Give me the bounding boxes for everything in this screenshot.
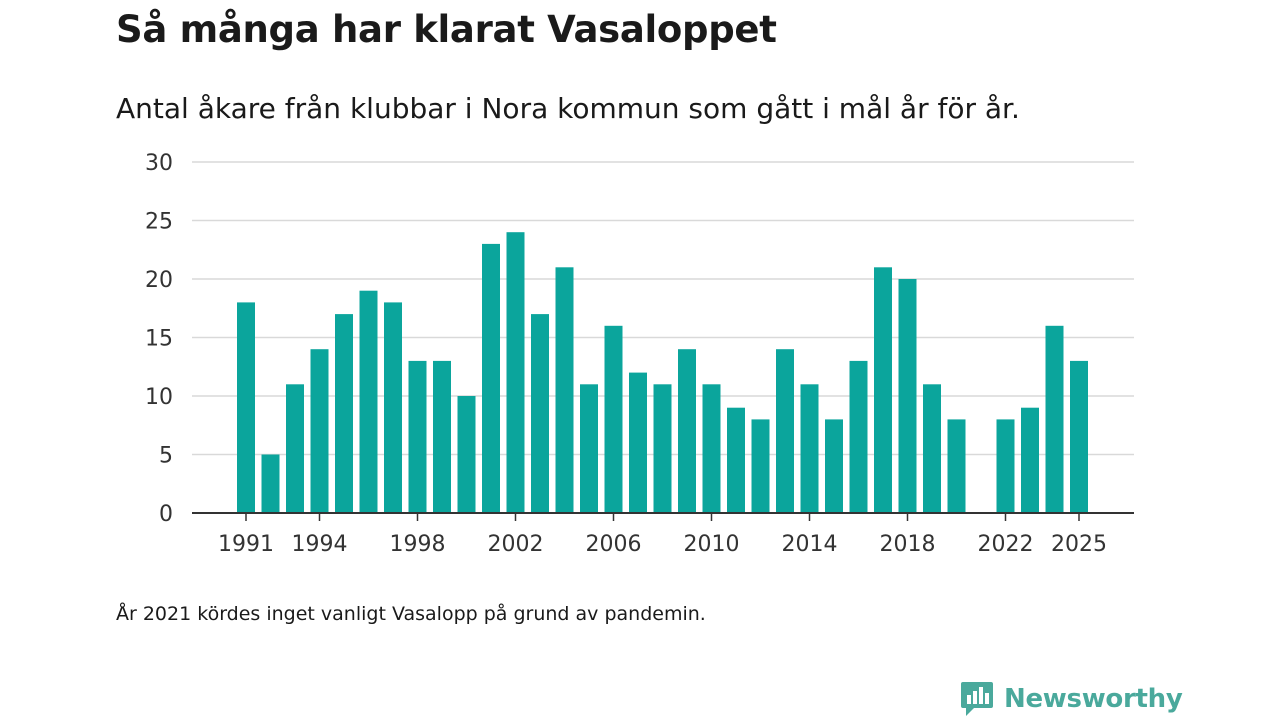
x-tick-label: 2014	[782, 532, 838, 557]
y-tick-label: 10	[145, 385, 173, 410]
bar: 2024: 16	[1045, 325, 1064, 513]
bar: 2000: 10	[457, 396, 476, 513]
x-tick-label: 1998	[390, 532, 446, 557]
bar: 1997: 18	[384, 302, 402, 513]
x-tick-label: 2018	[880, 532, 936, 557]
bar: 2002: 24	[506, 232, 525, 513]
bar: 2018: 20	[898, 279, 917, 513]
bar: 2015: 8	[825, 419, 843, 513]
bar: 2011: 9	[727, 407, 745, 513]
x-tick-label: 2025	[1051, 532, 1107, 557]
bar: 2005: 11	[580, 384, 598, 513]
y-tick-label: 15	[145, 327, 173, 352]
bar: 1993: 11	[286, 384, 304, 513]
bar: 1998: 13	[408, 360, 427, 513]
brand: Newsworthy	[960, 680, 1183, 718]
bar: 2025: 13	[1070, 360, 1088, 513]
y-tick-label: 25	[145, 210, 173, 235]
bar: 2013: 14	[776, 349, 794, 513]
newsworthy-logo-icon	[961, 682, 993, 716]
bar: 2008: 11	[653, 384, 672, 513]
bar: 1992: 5	[261, 454, 280, 513]
y-tick-label: 30	[145, 151, 173, 176]
bar: 1999: 13	[433, 360, 451, 513]
chart-subtitle: Antal åkare från klubbar i Nora kommun s…	[116, 92, 1020, 125]
chart-title: Så många har klarat Vasaloppet	[116, 8, 777, 51]
bar: 2020: 8	[947, 419, 966, 513]
bar: 1996: 19	[359, 290, 378, 513]
bar: 2022: 8	[996, 419, 1015, 513]
bars: 1991: 18 1992: 5 1993: 11 1994: 14 1995: 17 1…	[237, 232, 1088, 513]
y-axis-tick-labels: 0 5 10 15 20 25 30	[145, 151, 173, 527]
bar: 2014: 11	[800, 384, 819, 513]
bar: 2006: 16	[604, 325, 623, 513]
bar: 2023: 9	[1021, 407, 1039, 513]
bar: 2004: 21	[555, 267, 574, 513]
bar: 2016: 13	[849, 360, 868, 513]
bar: 1995: 17	[335, 314, 353, 513]
y-tick-label: 5	[159, 444, 173, 469]
bar: 2010: 11	[702, 384, 721, 513]
y-tick-label: 20	[145, 268, 173, 293]
x-tick-label: 1991	[218, 532, 274, 557]
bar: 2017: 21	[874, 267, 892, 513]
bar: 1994: 14	[310, 349, 329, 513]
brand-name: Newsworthy	[1004, 684, 1183, 714]
x-tick-label: 1994	[292, 532, 348, 557]
bar: 2012: 8	[751, 419, 770, 513]
y-tick-label: 0	[159, 502, 173, 527]
bar: 2007: 12	[629, 372, 647, 513]
bar: 2019: 11	[923, 384, 941, 513]
x-tick-label: 2022	[978, 532, 1034, 557]
x-axis-ticks: 1991 1994 1998 2002 2006 2010 2014 2018 2022 2025	[218, 513, 1107, 557]
footnote: År 2021 kördes inget vanligt Vasalopp på…	[116, 603, 706, 625]
bar: 2001: 23	[482, 243, 500, 513]
bar: 1991: 18	[237, 302, 255, 513]
x-tick-label: 2010	[684, 532, 740, 557]
x-tick-label: 2002	[488, 532, 544, 557]
bar: 2009: 14	[678, 349, 696, 513]
bar: 2003: 17	[531, 314, 549, 513]
x-tick-label: 2006	[586, 532, 642, 557]
